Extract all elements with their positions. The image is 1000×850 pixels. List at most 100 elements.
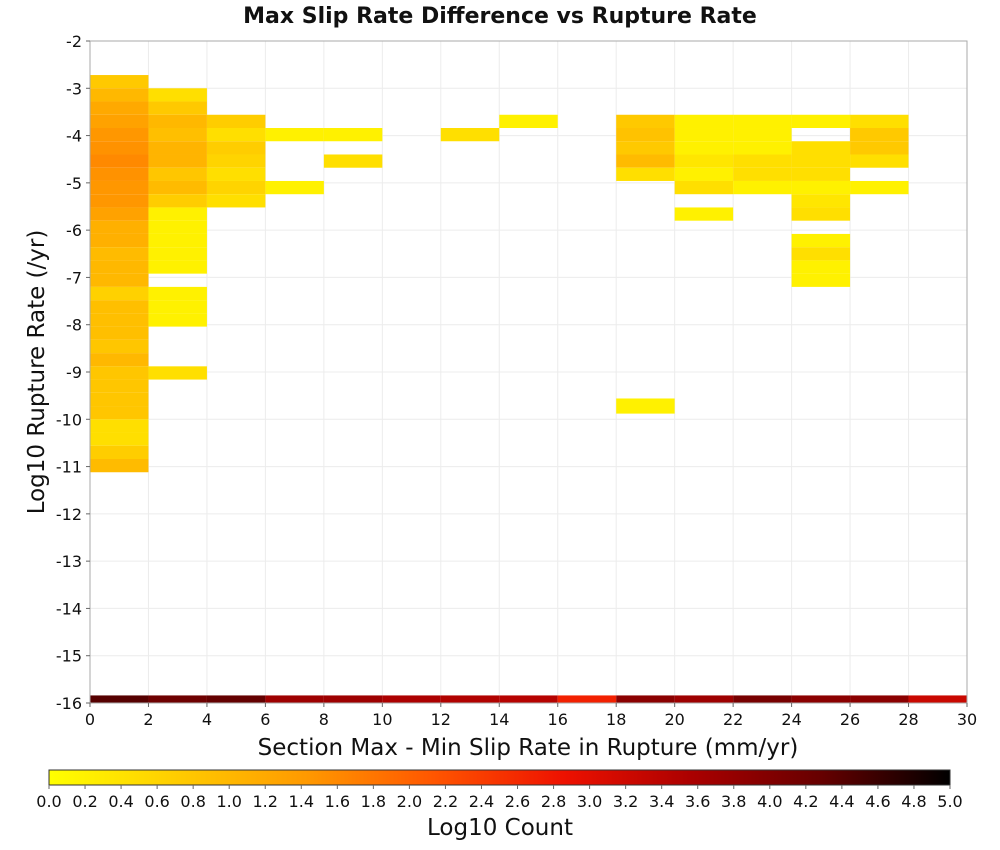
heatmap-cell: [323, 154, 383, 168]
heatmap-cell: [265, 128, 324, 142]
colorbar-tick-label: 0.6: [144, 792, 169, 811]
x-tick-label: 24: [781, 710, 801, 729]
colorbar-tick-label: 3.2: [613, 792, 638, 811]
heatmap-cell: [323, 128, 383, 142]
colorbar-tick-label: 4.8: [901, 792, 926, 811]
heatmap-cell: [90, 273, 149, 287]
heatmap-cell: [791, 207, 851, 221]
heatmap-cell: [850, 114, 909, 129]
heatmap-cell: [90, 260, 149, 274]
x-tick-label: 0: [85, 710, 95, 729]
x-tick-label: 26: [840, 710, 860, 729]
colorbar-tick-label: 1.4: [289, 792, 314, 811]
colorbar-tick-label: 0.2: [72, 792, 97, 811]
heatmap-cell: [148, 194, 207, 208]
heatmap-cell: [90, 300, 149, 314]
heatmap-cell: [90, 247, 149, 261]
y-tick-label: -16: [56, 694, 82, 713]
y-tick-label: -13: [56, 552, 82, 571]
heatmap-cell: [90, 353, 149, 367]
heatmap-cell: [90, 459, 149, 473]
heatmap-cell: [616, 398, 675, 414]
y-tick-label: -2: [66, 32, 82, 51]
heatmap-cell: [733, 154, 792, 168]
y-tick-label: -10: [56, 410, 82, 429]
colorbar-tick-label: 1.0: [216, 792, 241, 811]
x-tick-label: 8: [319, 710, 329, 729]
heatmap-cell: [90, 695, 149, 703]
colorbar-ticks: 0.0 0.2 0.4 0.6 0.8 1.0 1.2 1.4 1.6 1.8 2.0 2.2 2.4 2…: [36, 785, 963, 811]
colorbar: [48, 769, 951, 786]
heatmap-cell: [616, 141, 675, 155]
heatmap-cell: [674, 141, 734, 155]
heatmap-cell: [616, 167, 675, 181]
colorbar-tick-label: 1.2: [253, 792, 278, 811]
x-tick-label: 12: [431, 710, 451, 729]
colorbar-tick-label: 1.8: [361, 792, 386, 811]
heatmap-cell: [90, 128, 149, 142]
heatmap-cell: [148, 247, 207, 261]
heatmap-cell: [148, 167, 207, 181]
heatmap-cell: [90, 419, 149, 433]
heatmap-cell: [90, 141, 149, 155]
x-tick-label: 30: [957, 710, 977, 729]
heatmap-cell: [148, 128, 207, 142]
x-tick-label: 2: [143, 710, 153, 729]
heatmap-cell: [733, 114, 792, 129]
heatmap-cell: [265, 180, 324, 195]
heatmap-cell: [148, 233, 207, 248]
heatmap-cell: [674, 154, 734, 168]
heatmap-cell: [90, 366, 149, 380]
heatmap-cell: [440, 128, 500, 142]
heatmap-cell: [674, 128, 734, 142]
heatmap-cell: [616, 128, 675, 142]
y-tick-label: -7: [66, 268, 82, 287]
heatmap-cell: [733, 167, 792, 181]
heatmap-cell: [616, 154, 675, 168]
chart-title: Max Slip Rate Difference vs Rupture Rate: [243, 4, 757, 29]
colorbar-tick-label: 4.0: [757, 792, 782, 811]
colorbar-tick-label: 2.8: [541, 792, 566, 811]
heatmap-cell: [90, 406, 149, 420]
heatmap-cell: [148, 286, 207, 301]
heatmap-cell: [908, 695, 967, 703]
heatmap-cell: [148, 695, 207, 703]
heatmap-cell: [674, 207, 734, 221]
heatmap-cell: [206, 128, 266, 142]
heatmap-cell: [733, 180, 792, 195]
heatmap-cell: [674, 114, 734, 129]
heatmap-cell: [850, 128, 909, 142]
colorbar-tick-label: 5.0: [937, 792, 962, 811]
y-tick-label: -4: [66, 127, 82, 146]
colorbar-tick-label: 4.2: [793, 792, 818, 811]
heatmap-cell: [90, 379, 149, 393]
heatmap-cell: [382, 695, 441, 703]
x-tick-label: 6: [260, 710, 270, 729]
heatmap-cell: [148, 180, 207, 195]
heatmap-cell: [674, 167, 734, 181]
heatmap-cell: [791, 273, 851, 287]
heatmap-cell: [90, 194, 149, 208]
heatmap-cell: [323, 695, 383, 703]
heatmap-cell: [90, 207, 149, 221]
colorbar-tick-label: 2.2: [433, 792, 458, 811]
heatmap-cell: [440, 695, 500, 703]
heatmap-cell: [90, 326, 149, 340]
y-tick-label: -5: [66, 174, 82, 193]
heatmap-cell: [850, 141, 909, 155]
heatmap-cell: [206, 141, 266, 155]
heatmap-cell: [791, 167, 851, 181]
heatmap-cell: [616, 695, 675, 703]
heatmap-cell: [791, 154, 851, 168]
heatmap-cell: [148, 101, 207, 115]
x-axis-title: Section Max - Min Slip Rate in Rupture (…: [258, 735, 799, 761]
heatmap-cell: [206, 695, 266, 703]
x-axis-ticks: 0 2 4 6 8 10 12 14 16 18 20 22 24 26 28 30: [85, 703, 977, 729]
x-tick-label: 10: [372, 710, 392, 729]
x-tick-label: 22: [723, 710, 743, 729]
x-tick-label: 28: [898, 710, 918, 729]
y-tick-label: -14: [56, 599, 82, 618]
heatmap-cell: [90, 75, 149, 89]
y-tick-label: -11: [56, 458, 82, 477]
